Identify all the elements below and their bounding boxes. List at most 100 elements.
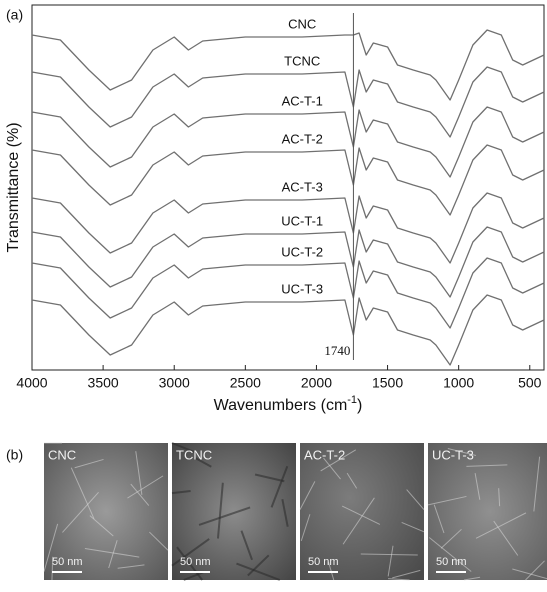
fiber [466, 464, 508, 467]
fiber [171, 538, 210, 567]
fiber [254, 473, 285, 483]
fiber [323, 457, 341, 480]
fiber [84, 547, 140, 558]
series-label: UC-T-1 [281, 213, 323, 228]
scale-label: 50 nm [436, 556, 467, 568]
image-background [300, 443, 424, 580]
fiber [474, 473, 481, 500]
fiber [70, 467, 95, 520]
x-tick-label: 1500 [372, 375, 403, 391]
x-tick-label: 3500 [88, 375, 119, 391]
fiber [195, 457, 212, 468]
image-background [44, 443, 168, 580]
fiber [89, 515, 114, 537]
image-background [172, 443, 296, 580]
fiber [149, 531, 169, 551]
fiber [240, 530, 253, 561]
fiber [127, 475, 164, 499]
x-axis-label-part: Wavenumbers (cm [214, 397, 348, 414]
x-axis-label: Wavenumbers (cm-1) [214, 394, 363, 414]
fiber [216, 482, 224, 539]
fiber [463, 576, 481, 581]
scale-label: 50 nm [308, 556, 339, 568]
fiber [427, 495, 467, 506]
series-label: AC-T-2 [282, 131, 323, 146]
fiber [388, 578, 410, 581]
fiber [108, 540, 118, 569]
fiber [171, 442, 198, 455]
fiber [533, 456, 541, 512]
fiber [447, 447, 477, 456]
fiber [401, 521, 425, 533]
fiber [512, 568, 547, 580]
fiber [198, 506, 251, 526]
x-axis-label-part: -1 [347, 394, 357, 406]
fiber [117, 564, 145, 569]
scale-label: 50 nm [180, 556, 211, 568]
fiber [183, 570, 205, 581]
x-tick-label: 2500 [230, 375, 261, 391]
fiber [346, 472, 358, 489]
fiber [236, 562, 281, 581]
scale-label: 50 nm [52, 556, 83, 568]
fiber [281, 498, 289, 527]
spectrum-line [31, 294, 545, 366]
series-label: TCNC [284, 53, 320, 68]
tem-image [299, 443, 425, 581]
x-axis-label-part: ) [357, 397, 362, 414]
series-label: CNC [288, 16, 316, 31]
fiber [74, 458, 104, 469]
fiber [428, 537, 472, 572]
image-label: TCNC [176, 447, 212, 462]
fiber [320, 449, 357, 472]
fiber [270, 465, 289, 508]
image-label: UC-T-3 [432, 447, 474, 462]
fiber [525, 560, 545, 581]
fiber [341, 505, 381, 525]
fiber [171, 489, 191, 495]
fiber [360, 553, 418, 556]
x-tick-label: 500 [518, 375, 542, 391]
spectrum-line [31, 29, 545, 101]
spectrum-line [31, 144, 545, 216]
x-tick-label: 2000 [301, 375, 332, 391]
fiber [43, 523, 59, 572]
fiber [387, 545, 394, 577]
spectrum-line [31, 257, 545, 329]
image-label: AC-T-2 [304, 447, 345, 462]
x-tick-label: 3000 [159, 375, 190, 391]
plot-frame [31, 4, 545, 371]
fiber [475, 512, 527, 539]
fiber [247, 554, 270, 577]
series-label: UC-T-2 [281, 244, 323, 259]
fiber [300, 514, 311, 542]
fiber [51, 556, 54, 581]
fiber [342, 497, 375, 545]
fiber [433, 504, 445, 534]
y-axis-label: Transmittance (%) [5, 122, 22, 252]
series-label: UC-T-3 [281, 281, 323, 296]
spectrum-line [31, 192, 545, 264]
fiber [493, 520, 519, 556]
tem-image [427, 443, 547, 581]
spectrum-line [31, 106, 545, 178]
image-label: CNC [48, 447, 76, 462]
panel-label: (a) [6, 7, 23, 23]
fiber [135, 451, 143, 495]
series-label: AC-T-3 [282, 179, 323, 194]
fiber [130, 483, 150, 506]
spectrum-line [31, 66, 545, 138]
series-label: AC-T-1 [282, 93, 323, 108]
x-tick-label: 1000 [443, 375, 474, 391]
fiber [406, 489, 425, 510]
fiber [62, 491, 99, 533]
panel-label: (b) [6, 447, 23, 463]
x-tick-label: 4000 [16, 375, 47, 391]
fiber [299, 481, 316, 510]
tem-image [43, 442, 169, 581]
annotation-label: 1740 [324, 343, 350, 358]
tem-image [171, 442, 296, 581]
fiber [440, 528, 462, 549]
fiber [392, 569, 421, 579]
